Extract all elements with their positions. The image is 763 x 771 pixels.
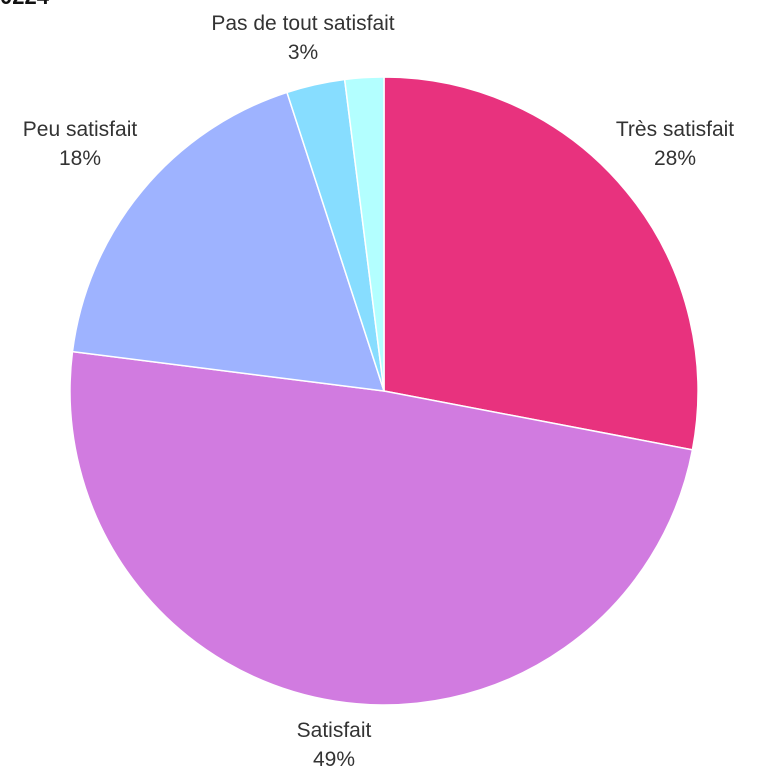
cropped-title-fragment: 0224 [0, 0, 50, 9]
pie-slice-3 [71, 91, 386, 392]
pie-slice-2 [69, 350, 694, 706]
slice-label-1: Très satisfait [616, 118, 734, 141]
slice-label-3: Peu satisfait [23, 118, 138, 141]
slice-value-label-1: 28% [654, 147, 696, 170]
pie-slice-5 [343, 76, 385, 392]
pie-labels: Très satisfait 28% Satisfait 49% Peu satisfa… [23, 12, 734, 771]
slice-value-label-4: 3% [288, 41, 318, 64]
pie-slices [69, 76, 699, 706]
slice-label-2: Satisfait [297, 719, 372, 742]
pie-slice-1 [383, 76, 699, 451]
slice-value-label-3: 18% [59, 147, 101, 170]
slice-value-label-2: 49% [313, 748, 355, 771]
slice-label-4: Pas de tout satisfait [211, 12, 394, 35]
